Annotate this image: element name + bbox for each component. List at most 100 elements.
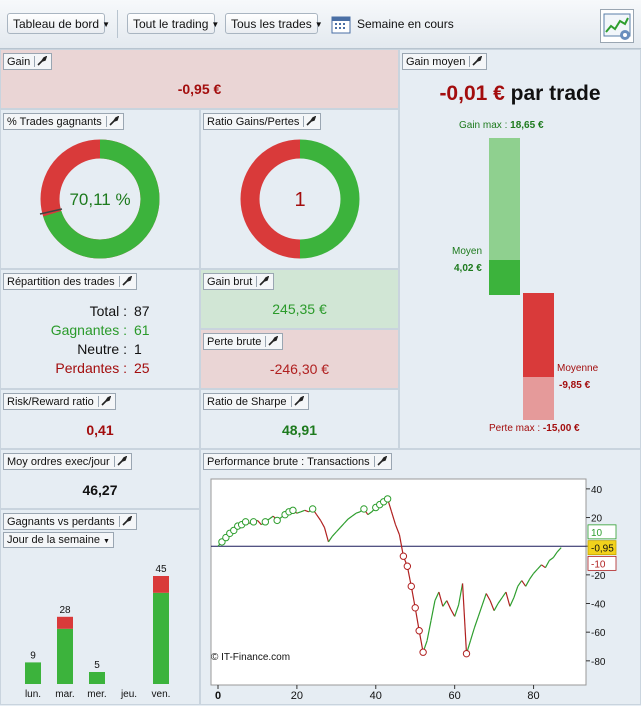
line-segment <box>517 580 523 587</box>
avg-gain-suffix: par trade <box>510 82 601 105</box>
gross-loss-panel: Perte brute -246,30 € <box>200 329 399 389</box>
weekday-select-label: Jour de la semaine <box>7 534 100 546</box>
line-segment <box>320 520 326 528</box>
trades-dropdown[interactable]: Tous les trades ▼ <box>225 13 323 34</box>
data-point-marker <box>261 518 270 526</box>
winloss-title: Gagnants vs perdants <box>3 513 137 530</box>
y-tick-label: -20 <box>591 571 606 582</box>
max-gain-bar <box>489 138 520 260</box>
trading-label: Tout le trading <box>133 17 209 31</box>
line-segment <box>509 597 515 607</box>
wrench-icon[interactable] <box>113 456 128 467</box>
line-segment <box>430 600 436 621</box>
performance-title-label: Performance brute : Transactions <box>207 455 370 468</box>
avg-loss-label: Moyenne <box>557 363 599 374</box>
x-tick-label: 40 <box>370 690 382 702</box>
wrench-icon[interactable] <box>469 56 483 67</box>
line-segment <box>257 519 262 526</box>
wrench-icon[interactable] <box>303 116 317 127</box>
period-label[interactable]: Semaine en cours <box>357 17 454 31</box>
line-segment <box>323 527 330 543</box>
winloss-bar-chart: 9 lun. 28 mar. 5 mer. jeu. 45 ven. <box>25 564 171 700</box>
risk-reward-title-label: Risk/Reward ratio <box>7 395 94 408</box>
bar-total-label: 5 <box>94 660 100 671</box>
bar-total-label: 28 <box>59 605 71 616</box>
line-segment <box>316 514 322 521</box>
winloss-panel: Gagnants vs perdants Jour de la semaine ▼… <box>0 509 200 705</box>
sharpe-panel: Ratio de Sharpe 48,91 <box>200 389 399 449</box>
neutral-value: 1 <box>134 341 142 357</box>
orders-value: 46,27 <box>82 482 118 498</box>
line-segment <box>548 557 554 562</box>
dashboard-dropdown[interactable]: Tableau de bord ▼ <box>7 13 110 34</box>
calendar-icon[interactable] <box>331 14 351 34</box>
donut-neutral-mark <box>39 208 63 215</box>
trading-dropdown[interactable]: Tout le trading ▼ <box>127 13 219 34</box>
wrench-icon[interactable] <box>373 456 388 467</box>
gross-gain-title: Gain brut <box>203 273 275 290</box>
performance-title: Performance brute : Transactions <box>203 453 392 470</box>
line-segment <box>268 515 274 520</box>
line-segment <box>473 616 479 629</box>
max-loss-caption: Perte max : -15,00 € <box>489 423 580 434</box>
gross-loss-title-label: Perte brute <box>207 335 262 348</box>
line-segment <box>461 583 468 654</box>
line-segment <box>501 591 507 599</box>
bar-category-label: lun. <box>25 689 41 700</box>
wrench-icon[interactable] <box>256 276 270 287</box>
line-segment <box>355 511 361 514</box>
distribution-title: Répartition des trades <box>3 273 137 290</box>
win-bar <box>89 672 105 684</box>
wrench-icon[interactable] <box>118 516 133 527</box>
wrench-icon[interactable] <box>265 336 279 347</box>
sharpe-title-label: Ratio de Sharpe <box>207 395 287 408</box>
data-point-marker <box>241 518 250 526</box>
line-segment <box>339 522 345 528</box>
avg-label: Moyen <box>452 246 483 257</box>
wrench-icon[interactable] <box>97 396 112 407</box>
win-label: Gagnantes : <box>50 322 127 338</box>
ratio-title: Ratio Gains/Pertes <box>203 113 322 130</box>
winloss-title-label: Gagnants vs perdants <box>7 515 115 528</box>
wrench-icon[interactable] <box>118 276 133 287</box>
weekday-select[interactable]: Jour de la semaine ▼ <box>3 532 114 548</box>
line-segment <box>438 591 444 607</box>
data-point-marker <box>383 495 392 503</box>
orders-title: Moy ordres exec/jour <box>3 453 132 470</box>
max-gain-caption: Gain max : 18,65 € <box>459 120 544 131</box>
avg-loss-bar <box>523 293 554 377</box>
donut-gain-half <box>299 139 360 259</box>
data-point-marker <box>399 552 408 560</box>
win-bar <box>57 628 73 684</box>
distribution-title-label: Répartition des trades <box>7 275 115 288</box>
wrench-icon[interactable] <box>34 56 48 67</box>
line-segment <box>458 583 464 606</box>
line-segment <box>541 564 546 569</box>
donut-win-arc <box>40 139 160 259</box>
line-segment <box>544 560 550 568</box>
max-loss-label: Perte max : <box>489 423 541 434</box>
avg-gain-title: Gain moyen <box>402 53 488 70</box>
line-segment <box>493 603 499 611</box>
winrate-title: % Trades gagnants <box>3 113 124 130</box>
line-segment <box>442 600 448 607</box>
y-tick-label: 40 <box>591 485 603 496</box>
sharpe-title: Ratio de Sharpe <box>203 393 309 410</box>
line-segment <box>367 511 373 516</box>
wrench-icon[interactable] <box>290 396 305 407</box>
line-segment <box>351 512 357 517</box>
line-segment <box>300 509 305 513</box>
line-segment <box>343 518 349 524</box>
chevron-down-icon: ▼ <box>102 20 110 29</box>
chevron-down-icon: ▼ <box>102 538 110 545</box>
watermark: © IT-Finance.com <box>211 652 291 663</box>
max-gain-value: 18,65 € <box>510 120 544 131</box>
line-segment <box>533 568 538 574</box>
bar-category-label: mar. <box>55 689 74 700</box>
wrench-icon[interactable] <box>105 116 120 127</box>
line-segment <box>489 600 495 611</box>
line-segment <box>497 597 503 604</box>
x-tick-label: 20 <box>291 690 303 702</box>
chart-settings-icon[interactable] <box>600 9 634 43</box>
sharpe-value: 48,91 <box>281 422 318 438</box>
